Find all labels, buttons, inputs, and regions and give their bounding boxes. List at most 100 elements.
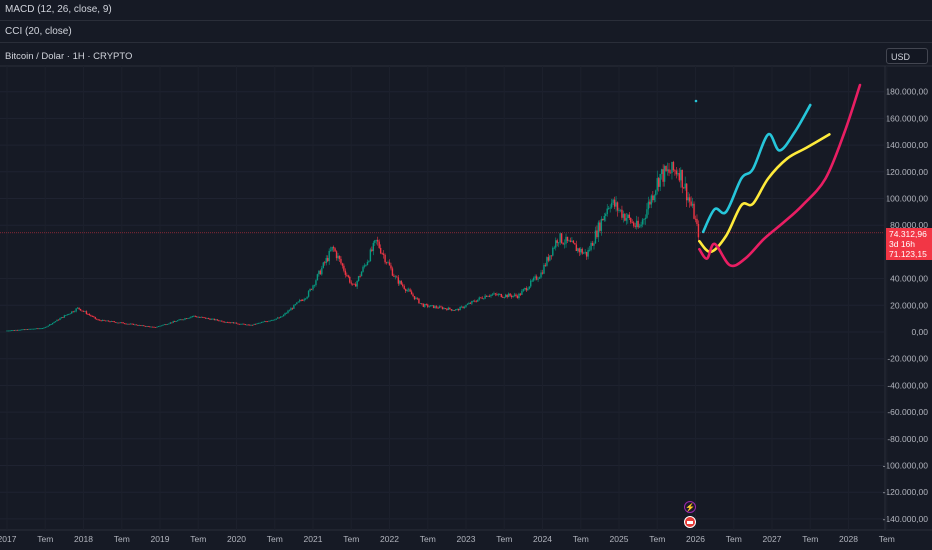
candle-body [352,283,354,285]
currency-button[interactable]: USD [886,48,928,64]
candle-body [47,325,49,327]
candle-body [90,315,92,317]
cci-label[interactable]: CCI (20, close) [5,26,72,37]
candle-body [15,329,17,331]
price-axis-label: 40.000,00 [890,274,928,284]
candle-body [368,261,370,262]
candle-body [419,303,422,305]
candle-body [306,296,308,299]
candle-body [171,322,173,324]
candle-body [569,240,572,242]
candle-body [687,197,689,201]
candle-body [482,298,485,300]
candle-body [28,328,30,330]
candle-body [535,276,538,280]
candle-body [359,276,361,277]
time-axis-label: 2024 [533,534,552,544]
symbol-title[interactable]: Bitcoin / Dolar · 1H · CRYPTO [5,51,133,62]
candle-body [660,169,663,174]
candle-body [546,257,548,266]
candle-body [560,233,563,243]
candle-body [290,308,292,311]
candle-body [212,318,214,320]
candle-body [366,261,369,265]
candle-body [193,315,195,317]
candle-body [337,255,339,259]
candle-body [65,315,67,316]
candle-body [534,276,536,278]
candle-body [594,230,597,244]
candle-body [322,262,324,268]
candle-body [206,318,208,319]
candle-body [71,311,73,314]
price-axis-label: 180.000,00 [885,87,928,97]
candle-body [162,324,164,326]
candle-body [691,203,694,206]
candle-body [176,320,179,322]
time-axis-label: Tem [879,534,895,544]
candle-body [678,173,681,181]
cci-pane-header[interactable]: CCI (20, close) [0,22,932,43]
candle-body [56,319,58,322]
candle-body [435,306,438,308]
candle-body [675,170,678,175]
candle-body [29,328,32,330]
candle-body [251,324,254,326]
candle-body [503,297,505,298]
candle-body [151,326,154,328]
candle-body [357,276,360,281]
candle-body [315,280,317,286]
candle-body [31,328,33,330]
candle-body [159,325,161,327]
candle-body [72,311,74,313]
candle-body [452,310,454,311]
candle-body [160,325,163,327]
candle-body [432,305,435,309]
candle-body [581,248,583,254]
candle-body [524,288,526,290]
candle-body [587,250,589,257]
candle-body [577,248,579,252]
candle-body [123,323,126,325]
candle-body [540,272,542,278]
candle-body [681,169,683,188]
price-axis-label: -120.000,00 [883,487,929,497]
candle-body [616,202,619,211]
candle-body [278,317,280,319]
candle-body [499,293,501,295]
macd-pane-header[interactable]: MACD (12, 26, close, 9) [0,0,932,21]
candle-body [549,255,551,261]
candle-body [228,322,230,324]
candle-body [291,308,294,310]
candle-body [512,295,514,298]
candle-body [35,328,38,330]
us-flag-icon[interactable] [684,516,696,528]
candle-body [557,242,560,244]
time-axis-label: 2017 [0,534,17,544]
candle-body [138,325,141,326]
time-axis-label: Tem [114,534,130,544]
candle-body [231,322,233,324]
candle-body [181,319,183,321]
candle-body [397,277,400,284]
candle-body [238,323,241,325]
candle-body [46,326,48,328]
time-axis-label: 2020 [227,534,246,544]
candle-body [94,316,96,319]
candle-body [690,201,692,206]
candle-body [253,323,255,325]
candle-body [137,325,139,326]
candle-body [662,169,664,182]
candle-body [78,307,80,309]
candle-body [265,321,267,323]
candle-body [590,242,592,250]
candle-body [599,222,601,231]
macd-label[interactable]: MACD (12, 26, close, 9) [5,4,112,15]
lightning-icon[interactable]: ⚡ [684,501,696,513]
candle-body [307,291,310,297]
candle-body [62,317,64,318]
candle-body [402,284,404,287]
candle-body [204,317,207,319]
price-axis-label: -20.000,00 [887,354,928,364]
